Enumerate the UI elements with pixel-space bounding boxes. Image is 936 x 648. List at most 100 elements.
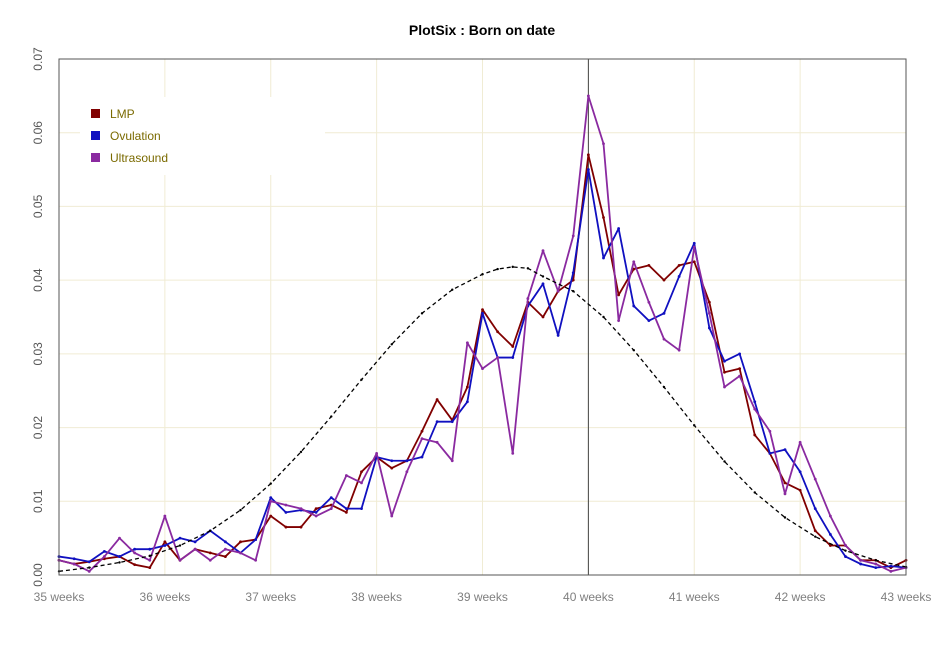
y-tick-label: 0.05: [31, 194, 45, 218]
data-point: [723, 460, 726, 463]
data-point: [118, 555, 121, 558]
data-point: [329, 496, 333, 499]
data-point: [783, 492, 787, 496]
data-point: [344, 507, 348, 511]
data-point: [314, 514, 318, 518]
data-point: [118, 536, 121, 540]
data-point: [420, 455, 424, 459]
data-point: [632, 304, 636, 308]
data-point: [465, 400, 469, 404]
data-point: [647, 264, 651, 267]
data-point: [496, 356, 500, 359]
data-point: [723, 385, 726, 389]
data-point: [284, 525, 288, 529]
data-point: [360, 470, 363, 474]
data-point: [541, 275, 545, 278]
y-tick-label: 0.03: [31, 342, 45, 366]
data-point: [496, 330, 500, 334]
data-point: [284, 510, 288, 514]
x-tick-label: 40 weeks: [563, 590, 614, 604]
data-point: [783, 481, 787, 485]
data-point: [420, 312, 424, 315]
legend-item-ultrasound: Ultrasound: [91, 151, 168, 165]
data-point: [254, 538, 258, 542]
data-point: [768, 429, 772, 433]
data-point: [450, 459, 454, 463]
data-point: [602, 256, 605, 260]
x-tick-label: 41 weeks: [669, 590, 720, 604]
x-tick-label: 39 weeks: [457, 590, 508, 604]
data-point: [239, 508, 242, 512]
data-point: [87, 569, 91, 573]
data-point: [511, 451, 515, 455]
data-point: [813, 529, 817, 533]
data-point: [526, 297, 530, 300]
data-point: [208, 551, 212, 555]
data-point: [284, 503, 288, 507]
data-point: [662, 278, 666, 282]
data-point: [586, 153, 590, 157]
x-axis: 35 weeks 36 weeks 37 weeks 38 weeks 39 weeks…: [34, 590, 932, 604]
y-tick-label: 0.02: [31, 416, 45, 440]
data-point: [662, 385, 666, 389]
data-point: [481, 311, 484, 315]
data-point: [118, 561, 121, 564]
data-point: [602, 315, 605, 319]
data-point: [692, 241, 696, 245]
data-point: [617, 319, 621, 323]
data-point: [738, 374, 742, 378]
data-point: [874, 566, 878, 570]
data-point: [571, 234, 575, 238]
data-point: [677, 264, 681, 267]
x-tick-label: 43 weeks: [881, 590, 932, 604]
data-point: [889, 564, 893, 568]
data-point: [677, 275, 681, 278]
data-point: [783, 448, 787, 452]
data-point: [450, 420, 454, 424]
data-point: [465, 341, 469, 345]
data-point: [723, 370, 726, 374]
data-point: [269, 496, 273, 499]
data-point: [813, 507, 817, 511]
data-point: [693, 424, 696, 427]
data-point: [828, 544, 832, 547]
data-point: [632, 267, 636, 271]
data-point: [541, 315, 545, 319]
data-point: [435, 420, 439, 424]
data-point: [798, 470, 802, 474]
y-tick-label: 0.04: [31, 268, 45, 292]
data-point: [753, 407, 757, 411]
data-point: [87, 560, 91, 564]
series-curve-3: [57, 265, 908, 573]
data-point: [178, 558, 182, 562]
data-point: [617, 293, 621, 297]
data-point: [163, 544, 167, 547]
legend-swatch: [91, 153, 100, 162]
data-point: [813, 477, 817, 481]
data-point: [859, 562, 863, 566]
data-point: [511, 265, 514, 269]
data-point: [844, 555, 847, 558]
data-point: [844, 549, 847, 552]
x-tick-label: 35 weeks: [34, 590, 85, 604]
series-ovulation: [57, 168, 908, 570]
data-point: [178, 536, 182, 540]
legend-label: LMP: [110, 107, 135, 121]
data-point: [738, 367, 742, 370]
data-point: [632, 260, 636, 264]
data-point: [828, 514, 832, 518]
y-tick-label: 0.00: [31, 563, 45, 587]
data-point: [360, 481, 363, 485]
data-point: [647, 300, 651, 304]
data-point: [511, 345, 515, 348]
data-point: [133, 547, 137, 551]
data-point: [269, 514, 273, 518]
y-tick-label: 0.07: [31, 47, 45, 71]
legend: LMP Ovulation Ultrasound: [80, 97, 325, 175]
data-point: [556, 289, 560, 293]
data-point: [133, 551, 137, 555]
data-point: [239, 551, 242, 555]
data-point: [753, 491, 756, 494]
data-point: [481, 273, 484, 276]
x-tick-label: 37 weeks: [245, 590, 296, 604]
